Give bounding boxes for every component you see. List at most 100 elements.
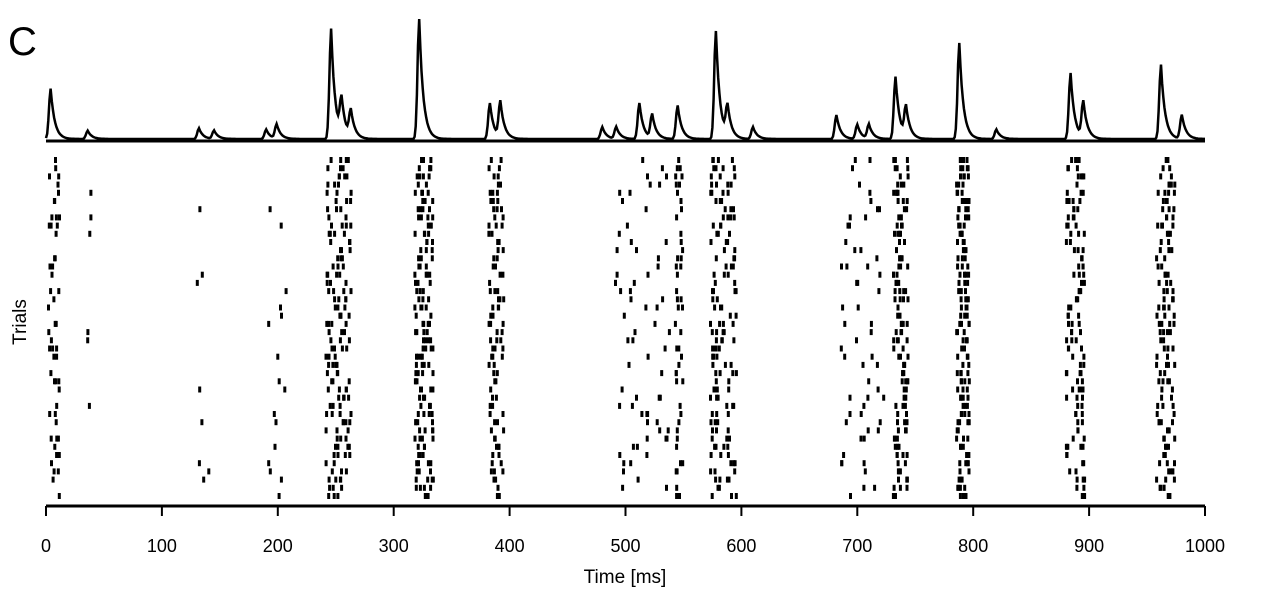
spike-mark (331, 378, 335, 385)
spike-mark (1173, 460, 1176, 467)
spike-mark (424, 247, 428, 254)
spike-mark (726, 411, 730, 417)
spike-mark (53, 443, 57, 450)
spike-mark (1173, 181, 1177, 188)
spike-mark (709, 189, 713, 196)
spike-mark (1155, 353, 1159, 360)
spike-mark (710, 493, 714, 499)
spike-mark (896, 189, 900, 196)
spike-mark (729, 214, 733, 221)
spike-mark (902, 206, 906, 213)
spike-mark (429, 312, 433, 319)
spike-mark (54, 230, 58, 237)
spike-mark (715, 296, 719, 303)
spike-mark (715, 411, 719, 417)
spike-mark (956, 239, 959, 245)
spike-mark (897, 263, 901, 270)
spike-mark (622, 468, 625, 475)
spike-mark (489, 468, 493, 475)
spike-mark (333, 296, 337, 303)
spike-mark (339, 206, 343, 213)
spike-mark (1077, 386, 1081, 393)
spike-mark (964, 206, 968, 213)
spike-mark (711, 222, 715, 229)
spike-mark (327, 329, 331, 336)
spike-mark (869, 198, 873, 204)
spike-mark (840, 263, 843, 270)
spike-mark (679, 263, 683, 270)
spike-mark (1082, 460, 1086, 467)
spike-mark (720, 198, 724, 204)
spike-mark (416, 279, 420, 286)
spike-mark (958, 230, 962, 237)
spike-mark (904, 394, 908, 401)
spike-mark (965, 312, 969, 319)
spike-mark (1173, 361, 1177, 368)
spike-mark (418, 435, 422, 442)
spike-mark (675, 427, 679, 434)
x-tick-label-900: 900 (1074, 536, 1104, 556)
spike-mark (416, 411, 420, 417)
spike-mark (645, 435, 649, 442)
spike-mark (1080, 411, 1084, 417)
spike-mark (905, 157, 909, 163)
spike-mark (343, 452, 347, 458)
spike-mark (717, 484, 721, 491)
spike-mark (868, 189, 872, 196)
spike-mark (49, 435, 53, 442)
spike-mark (431, 239, 434, 245)
spike-mark (901, 198, 905, 204)
spike-mark (58, 214, 61, 221)
spike-mark (1076, 419, 1080, 426)
spike-mark (426, 337, 430, 344)
spike-mark (340, 468, 343, 475)
spike-mark (849, 493, 852, 499)
spike-mark (718, 320, 722, 327)
spike-mark (900, 222, 904, 229)
spike-mark (346, 443, 350, 450)
spike-mark (1167, 189, 1171, 196)
spike-mark (55, 345, 59, 352)
spike-mark (499, 460, 503, 467)
spike-mark (198, 386, 202, 393)
spike-mark (627, 361, 631, 368)
spike-mark (961, 361, 965, 368)
spike-mark (1067, 320, 1070, 327)
spike-mark (714, 378, 718, 385)
spike-mark (492, 476, 496, 483)
spike-mark (496, 239, 500, 245)
spike-mark (343, 173, 347, 180)
spike-mark (655, 304, 659, 311)
spike-mark (856, 304, 860, 311)
x-tick-label-1000: 1000 (1185, 536, 1225, 556)
spike-mark (330, 411, 334, 417)
spike-mark (1160, 320, 1164, 327)
spike-mark (709, 173, 713, 180)
spike-mark (1075, 181, 1079, 188)
spike-mark (1075, 165, 1079, 172)
spike-mark (715, 386, 718, 393)
spike-mark (489, 337, 493, 344)
x-tick-label-600: 600 (726, 536, 756, 556)
spike-mark (892, 337, 896, 344)
spike-mark (1164, 476, 1168, 483)
spike-mark (490, 460, 494, 467)
spike-mark (715, 394, 719, 401)
spike-mark (674, 263, 678, 270)
spike-mark (733, 468, 737, 475)
spike-mark (896, 312, 900, 319)
spike-mark (49, 370, 53, 377)
spike-mark (1166, 493, 1170, 499)
x-tick-label-100: 100 (147, 536, 177, 556)
spike-mark (429, 157, 433, 163)
spike-mark (965, 198, 969, 204)
spike-mark (713, 468, 717, 475)
spike-mark (494, 222, 498, 229)
spike-mark (733, 279, 737, 286)
spike-mark (416, 181, 420, 188)
spike-mark (1157, 378, 1161, 385)
spike-mark (674, 173, 678, 180)
spike-mark (332, 460, 336, 467)
spike-mark (878, 271, 882, 278)
spike-mark (730, 157, 734, 163)
